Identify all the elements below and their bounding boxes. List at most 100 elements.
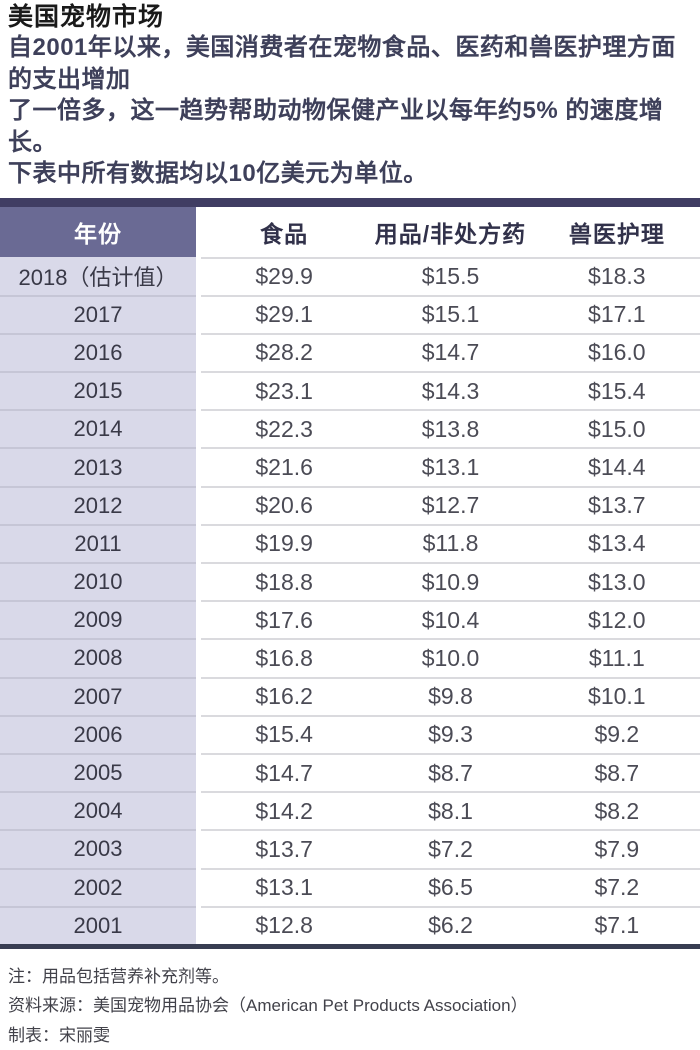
table-row: 2009 $17.6 $10.4 $12.0 bbox=[0, 600, 700, 639]
column-gap bbox=[196, 523, 201, 562]
table-row: 2018（估计值） $29.9 $15.5 $18.3 bbox=[0, 256, 700, 295]
value-cell: $14.4 bbox=[533, 447, 700, 485]
infographic-page: 美国宠物市场 自2001年以来，美国消费者在宠物食品、医药和兽医护理方面的支出增… bbox=[0, 3, 700, 1045]
table-row: 2017 $29.1 $15.1 $17.1 bbox=[0, 294, 700, 333]
column-header-vet-care: 兽医护理 bbox=[568, 220, 665, 247]
value-cell: $10.9 bbox=[367, 562, 534, 600]
value-cell: $22.3 bbox=[201, 409, 368, 447]
year-cell: 2002 bbox=[0, 867, 196, 906]
table-row: 2011 $19.9 $11.8 $13.4 bbox=[0, 523, 700, 562]
intro-text: 自2001年以来，美国消费者在宠物食品、医药和兽医护理方面的支出增加 了一倍多，… bbox=[0, 32, 700, 190]
row-values: $29.1 $15.1 $17.1 bbox=[201, 294, 700, 333]
year-cell: 2012 bbox=[0, 485, 196, 524]
value-cell: $18.8 bbox=[201, 562, 368, 600]
column-gap bbox=[196, 294, 201, 333]
value-cell: $7.1 bbox=[533, 905, 700, 944]
value-cell: $10.1 bbox=[533, 676, 700, 715]
value-cell: $14.3 bbox=[367, 371, 534, 409]
year-cell: 2013 bbox=[0, 447, 196, 486]
year-cell: 2009 bbox=[0, 600, 196, 639]
intro-line: 自2001年以来，美国消费者在宠物食品、医药和兽医护理方面的支出增加 bbox=[8, 34, 676, 93]
year-cell: 2006 bbox=[0, 714, 196, 753]
value-cell: $15.4 bbox=[201, 714, 368, 753]
row-values: $19.9 $11.8 $13.4 bbox=[201, 523, 700, 562]
row-values: $16.2 $9.8 $10.1 bbox=[201, 676, 700, 715]
intro-line: 下表中所有数据均以10亿美元为单位。 bbox=[8, 160, 428, 187]
value-cell: $6.5 bbox=[367, 867, 534, 906]
table-row: 2003 $13.7 $7.2 $7.9 bbox=[0, 829, 700, 868]
table-row: 2013 $21.6 $13.1 $14.4 bbox=[0, 447, 700, 486]
year-cell: 2014 bbox=[0, 409, 196, 448]
table-row: 2010 $18.8 $10.9 $13.0 bbox=[0, 562, 700, 601]
value-cell: $13.7 bbox=[201, 829, 368, 867]
table-row: 2012 $20.6 $12.7 $13.7 bbox=[0, 485, 700, 524]
value-cell: $8.7 bbox=[367, 752, 534, 791]
value-cell: $13.8 bbox=[367, 409, 534, 447]
table-row: 2007 $16.2 $9.8 $10.1 bbox=[0, 676, 700, 715]
table-row: 2001 $12.8 $6.2 $7.1 bbox=[0, 905, 700, 944]
value-cell: $18.3 bbox=[533, 256, 700, 295]
table-bottom-bar bbox=[0, 943, 700, 949]
year-cell: 2016 bbox=[0, 332, 196, 372]
value-cell: $14.7 bbox=[367, 332, 534, 371]
year-cell: 2008 bbox=[0, 638, 196, 677]
value-cell: $15.4 bbox=[533, 371, 700, 409]
value-cell: $15.5 bbox=[367, 256, 534, 295]
row-values: $23.1 $14.3 $15.4 bbox=[201, 371, 700, 410]
column-gap bbox=[196, 256, 201, 295]
row-values: $28.2 $14.7 $16.0 bbox=[201, 332, 700, 372]
footnote-credit: 制表：宋丽雯 bbox=[8, 1025, 110, 1045]
year-cell: 2011 bbox=[0, 523, 196, 562]
column-gap bbox=[196, 600, 201, 639]
row-values: $13.1 $6.5 $7.2 bbox=[201, 867, 700, 906]
page-title: 美国宠物市场 bbox=[8, 3, 165, 31]
value-cell: $20.6 bbox=[201, 485, 368, 524]
row-values: $22.3 $13.8 $15.0 bbox=[201, 409, 700, 448]
table-row: 2006 $15.4 $9.3 $9.2 bbox=[0, 714, 700, 753]
pet-market-table: 年份 食品 用品/非处方药 兽医护理 2018（估计值） $29.9 $15.5… bbox=[0, 197, 700, 949]
value-cell: $29.9 bbox=[201, 256, 368, 295]
year-cell: 2003 bbox=[0, 829, 196, 868]
value-cell: $16.0 bbox=[533, 332, 700, 371]
intro-line: 了一倍多，这一趋势帮助动物保健产业以每年约5% 的速度增长。 bbox=[8, 97, 664, 156]
table-header-row: 年份 食品 用品/非处方药 兽医护理 bbox=[0, 206, 700, 257]
value-cell: $15.1 bbox=[367, 294, 534, 333]
value-cell: $19.9 bbox=[201, 523, 368, 562]
value-cell: $6.2 bbox=[367, 905, 534, 944]
value-cell: $13.1 bbox=[201, 867, 368, 906]
footnotes: 注：用品包括营养补充剂等。 资料来源：美国宠物用品协会（American Pet… bbox=[8, 962, 692, 1050]
value-cell: $28.2 bbox=[201, 332, 368, 371]
value-cell: $10.4 bbox=[367, 600, 534, 638]
column-gap bbox=[196, 791, 201, 830]
row-values: $13.7 $7.2 $7.9 bbox=[201, 829, 700, 868]
table-row: 2014 $22.3 $13.8 $15.0 bbox=[0, 409, 700, 448]
value-cell: $7.2 bbox=[533, 867, 700, 906]
value-cell: $13.4 bbox=[533, 523, 700, 562]
row-values: $21.6 $13.1 $14.4 bbox=[201, 447, 700, 486]
footnote-note: 注：用品包括营养补充剂等。 bbox=[8, 966, 229, 986]
row-values: $16.8 $10.0 $11.1 bbox=[201, 638, 700, 677]
column-gap bbox=[196, 829, 201, 868]
value-cell: $13.1 bbox=[367, 447, 534, 485]
column-gap bbox=[196, 371, 201, 410]
column-gap bbox=[196, 867, 201, 906]
year-cell: 2018（估计值） bbox=[0, 256, 196, 295]
table-top-bar bbox=[0, 197, 700, 207]
value-cell: $8.2 bbox=[533, 791, 700, 829]
table-row: 2005 $14.7 $8.7 $8.7 bbox=[0, 752, 700, 792]
value-cell: $8.7 bbox=[533, 752, 700, 791]
column-gap bbox=[196, 752, 201, 792]
value-cell: $21.6 bbox=[201, 447, 368, 485]
year-cell: 2007 bbox=[0, 676, 196, 715]
value-cell: $23.1 bbox=[201, 371, 368, 409]
value-cell: $15.0 bbox=[533, 409, 700, 447]
value-cell: $10.0 bbox=[367, 638, 534, 676]
column-gap bbox=[196, 676, 201, 715]
value-cell: $12.8 bbox=[201, 905, 368, 944]
table-row: 2008 $16.8 $10.0 $11.1 bbox=[0, 638, 700, 677]
table-row: 2004 $14.2 $8.1 $8.2 bbox=[0, 791, 700, 830]
row-values: $17.6 $10.4 $12.0 bbox=[201, 600, 700, 639]
value-cell: $14.7 bbox=[201, 752, 368, 791]
column-gap bbox=[196, 714, 201, 753]
year-cell: 2005 bbox=[0, 752, 196, 792]
